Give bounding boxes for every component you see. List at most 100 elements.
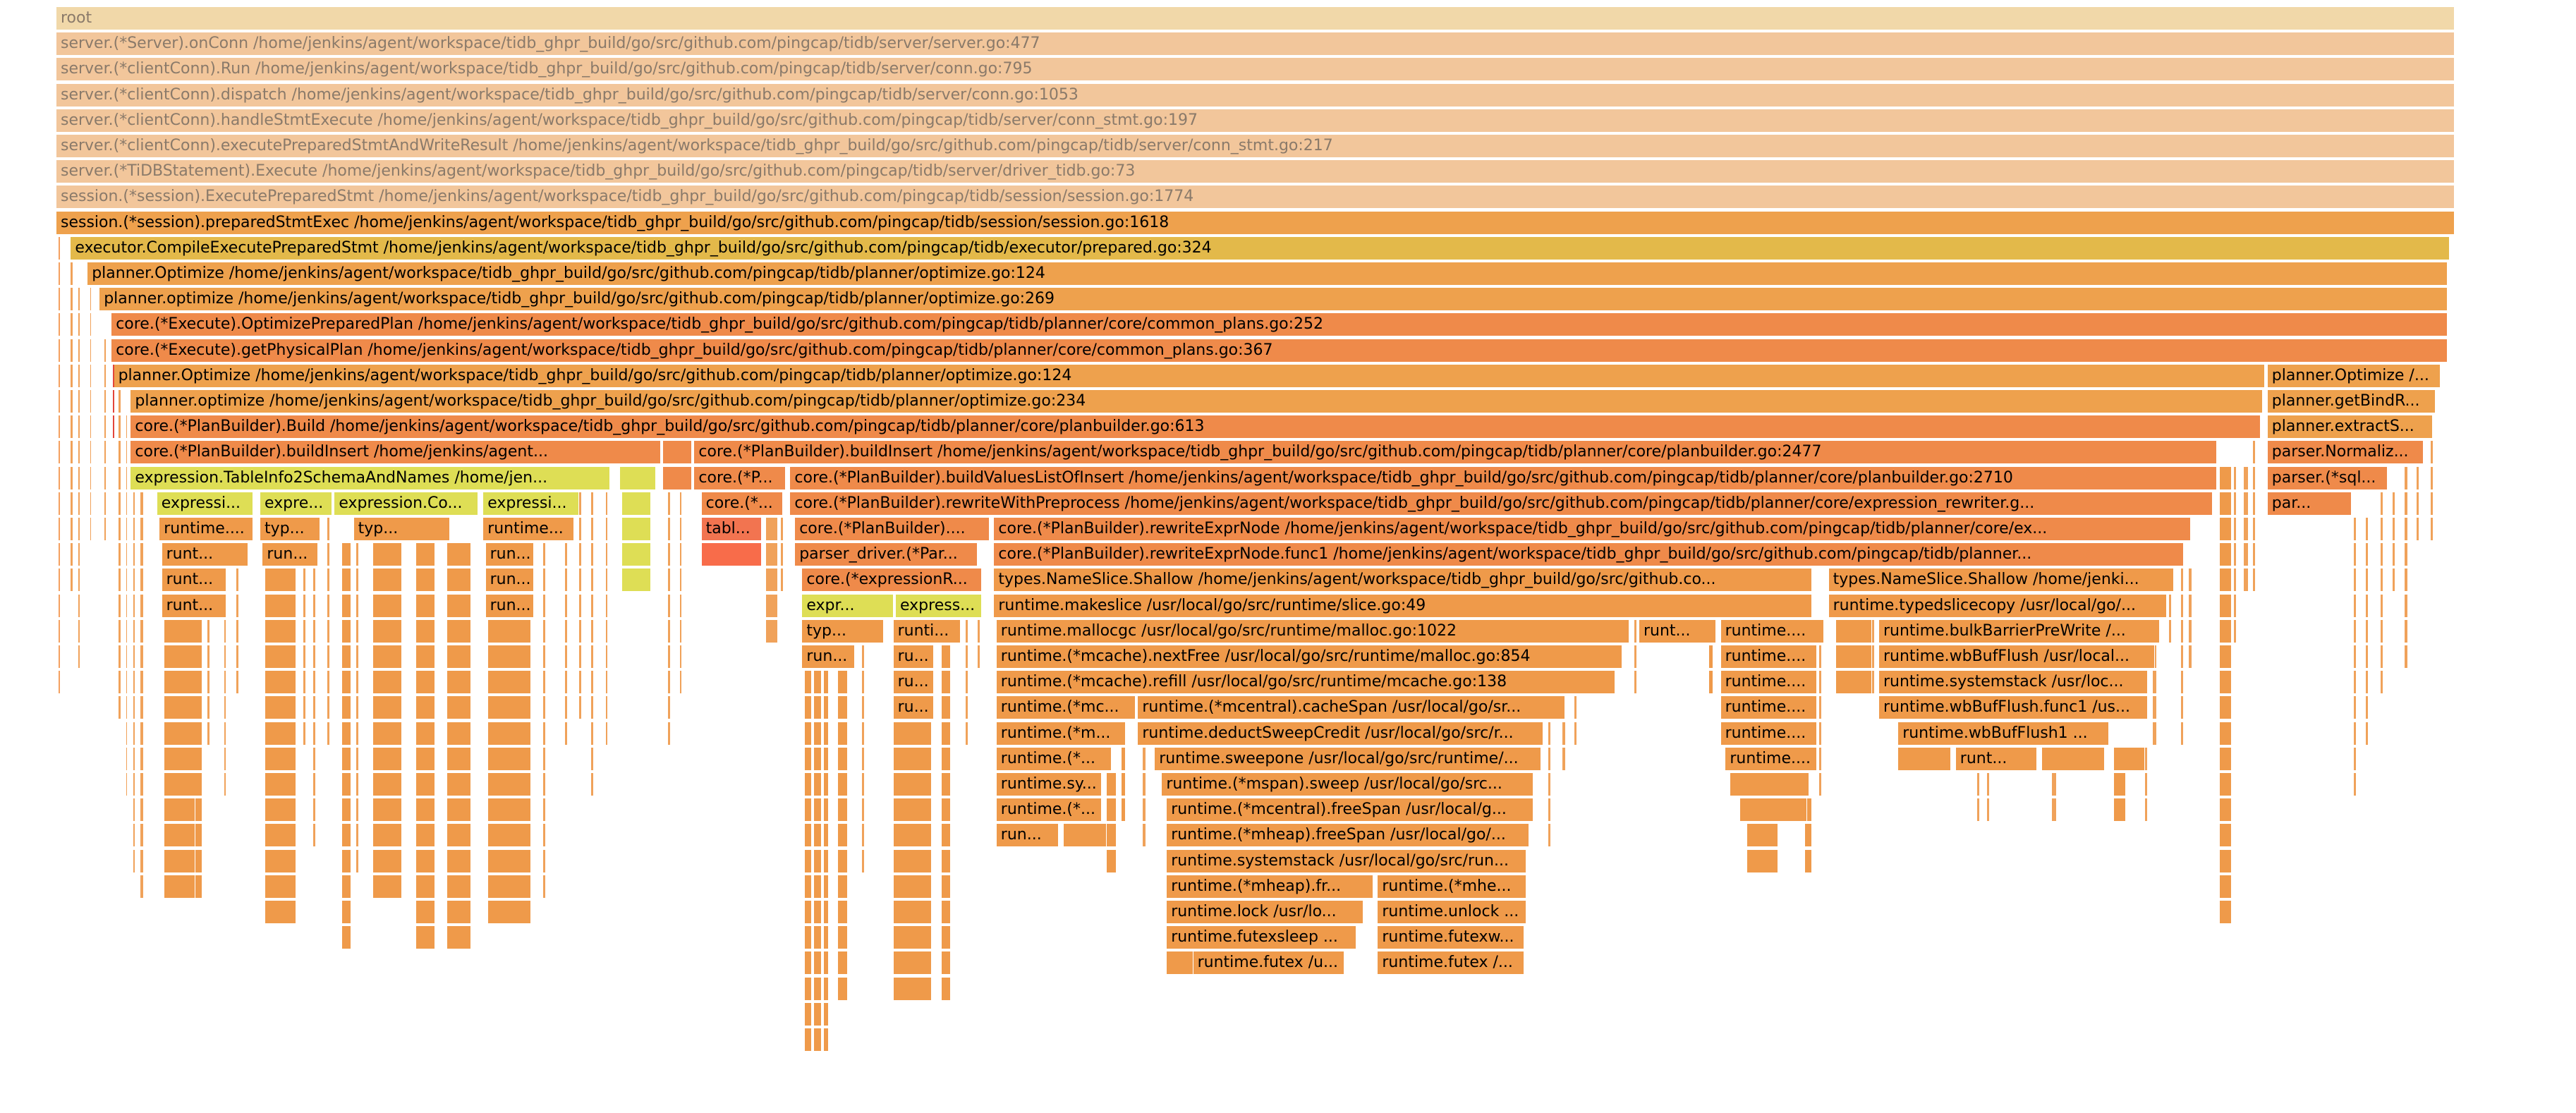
flame-frame-thin[interactable] (119, 568, 122, 593)
flame-frame-thin[interactable] (965, 696, 968, 721)
flame-frame[interactable]: runtime.sy... (996, 773, 1102, 797)
flame-frame-thin[interactable] (2366, 619, 2369, 644)
flame-frame-thin[interactable] (224, 773, 227, 797)
flame-frame[interactable]: server.(*Server).onConn /home/jenkins/ag… (56, 32, 2455, 57)
flame-frame-thin[interactable] (133, 645, 136, 669)
flame-frame-thin[interactable] (90, 364, 92, 389)
flame-frame-thin[interactable] (838, 849, 848, 874)
flame-frame-thin[interactable] (341, 568, 352, 593)
flame-frame-thin[interactable] (488, 901, 532, 925)
flame-frame-thin[interactable] (133, 696, 136, 721)
flame-frame-thin[interactable] (312, 773, 316, 797)
flame-frame-thin[interactable] (2380, 645, 2383, 669)
flame-frame-thin[interactable] (224, 619, 227, 644)
flame-frame-thin[interactable] (2354, 543, 2357, 568)
flame-frame[interactable]: runtime.wbBufFlush1 ... (1898, 722, 2110, 746)
flame-frame[interactable]: expressi... (483, 492, 580, 516)
flame-frame-thin[interactable] (112, 390, 115, 414)
flame-frame-thin[interactable] (59, 288, 61, 312)
flame-frame-thin[interactable] (59, 390, 61, 414)
flame-frame[interactable]: core.(*PlanBuilder).... (795, 518, 990, 542)
flame-frame-thin[interactable] (356, 824, 360, 849)
flame-frame-thin[interactable] (133, 747, 136, 772)
flame-frame-thin[interactable] (112, 415, 115, 440)
flame-frame-thin[interactable] (591, 773, 595, 797)
flame-frame-thin[interactable] (2253, 543, 2256, 568)
flame-frame-thin[interactable] (862, 798, 865, 823)
flame-frame-thin[interactable] (236, 619, 240, 644)
flame-frame-thin[interactable] (207, 696, 211, 721)
flame-frame-thin[interactable] (2431, 441, 2434, 466)
flame-frame-thin[interactable] (2392, 543, 2395, 568)
flame-frame-thin[interactable] (804, 977, 812, 1002)
flame-frame-thin[interactable] (303, 696, 307, 721)
flame-frame-thin[interactable] (59, 518, 61, 542)
flame-frame[interactable]: core.(*... (701, 492, 784, 516)
flame-frame-thin[interactable] (2234, 518, 2237, 542)
flame-frame-thin[interactable] (543, 722, 547, 746)
flame-frame-thin[interactable] (303, 594, 307, 619)
flame-frame-thin[interactable] (447, 824, 472, 849)
flame-frame-thin[interactable] (71, 262, 74, 286)
flame-frame[interactable]: runtime.(*mcentral).cacheSpan /usr/local… (1138, 696, 1565, 721)
flame-frame[interactable]: runtime.systemstack /usr/loc... (1879, 671, 2148, 695)
flame-frame-thin[interactable] (78, 645, 80, 669)
flame-frame-thin[interactable] (372, 543, 402, 568)
flame-frame-thin[interactable] (119, 619, 122, 644)
flame-frame-thin[interactable] (862, 773, 865, 797)
flame-frame-thin[interactable] (838, 901, 848, 925)
flame-frame-thin[interactable] (804, 849, 812, 874)
flame-frame-thin[interactable] (2114, 798, 2127, 823)
flame-frame-thin[interactable] (119, 492, 122, 516)
flame-frame-thin[interactable] (838, 875, 848, 899)
flame-frame-thin[interactable] (126, 645, 128, 669)
flame-frame-thin[interactable] (341, 875, 352, 899)
flame-frame-thin[interactable] (140, 518, 144, 542)
flame-frame-thin[interactable] (1121, 747, 1126, 772)
flame-frame-thin[interactable] (543, 543, 547, 568)
flame-frame-thin[interactable] (119, 441, 122, 466)
flame-frame[interactable]: expressi... (157, 492, 253, 516)
flame-frame-thin[interactable] (2253, 466, 2256, 491)
flame-frame-thin[interactable] (814, 696, 822, 721)
flame-frame-thin[interactable] (543, 875, 547, 899)
flame-frame-thin[interactable] (164, 773, 203, 797)
flame-frame-thin[interactable] (104, 339, 107, 363)
flame-frame-thin[interactable] (838, 951, 848, 976)
flame-frame-thin[interactable] (341, 696, 352, 721)
flame-frame[interactable]: ru... (893, 696, 935, 721)
flame-frame[interactable]: parser.Normaliz... (2267, 441, 2424, 466)
flame-frame[interactable]: runtime.(*m... (996, 722, 1126, 746)
flame-frame-thin[interactable] (447, 645, 472, 669)
flame-frame-thin[interactable] (133, 849, 136, 874)
flame-frame[interactable]: runtime.(*mheap).fr... (1167, 875, 1373, 899)
flame-frame-thin[interactable] (2366, 543, 2369, 568)
flame-frame-thin[interactable] (356, 773, 360, 797)
flame-frame-thin[interactable] (312, 671, 316, 695)
flame-frame-thin[interactable] (579, 568, 582, 593)
flame-frame-thin[interactable] (1143, 824, 1147, 849)
flame-frame-thin[interactable] (1708, 671, 1714, 695)
flame-frame-thin[interactable] (824, 1028, 829, 1052)
flame-frame-thin[interactable] (804, 747, 812, 772)
flame-frame-thin[interactable] (1819, 747, 1823, 772)
flame-frame-thin[interactable] (2219, 568, 2232, 593)
flame-frame-thin[interactable] (2219, 722, 2232, 746)
flame-frame-thin[interactable] (838, 671, 848, 695)
flame-frame-thin[interactable] (941, 696, 952, 721)
flame-frame-thin[interactable] (71, 466, 74, 491)
flame-frame-thin[interactable] (372, 594, 402, 619)
flame-frame-thin[interactable] (893, 747, 932, 772)
flame-frame-thin[interactable] (824, 824, 829, 849)
flame-frame[interactable]: runtime.makeslice /usr/local/go/src/runt… (994, 594, 1812, 619)
flame-frame-thin[interactable] (447, 568, 472, 593)
flame-frame-thin[interactable] (605, 722, 608, 746)
flame-frame[interactable]: typ... (260, 518, 320, 542)
flame-frame-thin[interactable] (356, 696, 360, 721)
flame-frame-thin[interactable] (804, 901, 812, 925)
flame-frame-thin[interactable] (356, 594, 360, 619)
flame-frame-thin[interactable] (2152, 671, 2158, 695)
flame-frame-thin[interactable] (133, 619, 136, 644)
flame-frame-thin[interactable] (71, 364, 74, 389)
flame-frame-thin[interactable] (2152, 696, 2158, 721)
